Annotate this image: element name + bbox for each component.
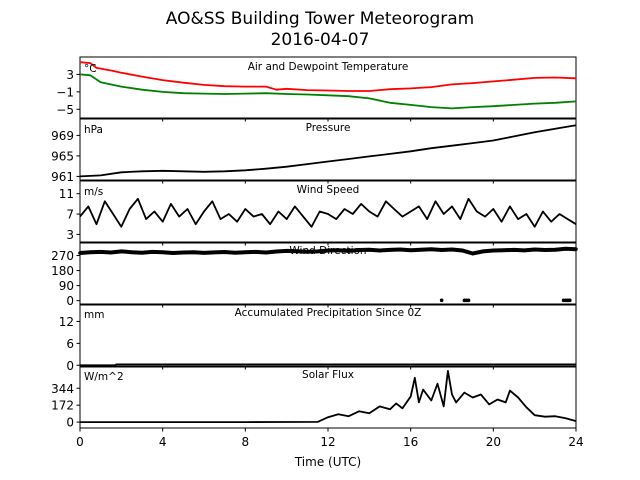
panel-title: Pressure [306,122,351,134]
y-tick-label: 0 [66,416,74,430]
series-line [79,246,577,256]
x-axis: 0 4 8 12 16 20 24 [76,435,583,449]
figure-title: AO&SS Building Tower Meteorogram [166,9,474,29]
panel-title: Wind Direction [289,245,366,257]
y-tick-label: 270 [51,249,74,263]
series-line [79,197,577,228]
x-tick-label: 12 [320,435,335,449]
x-axis-label: Time (UTC) [294,455,361,469]
panel-unit: mm [84,309,104,321]
series-line [80,363,576,367]
data-point [568,298,572,303]
series-line [79,61,577,92]
series-line [79,73,577,110]
panel-0: 3 −1 −5 Air and Dewpoint Temperature °C [56,56,577,122]
data-point [439,298,444,303]
y-tick-label: 12 [59,315,74,329]
x-tick-label: 24 [568,435,583,449]
panel-title: Solar Flux [302,369,354,381]
y-tick-label: 11 [59,187,74,201]
y-tick-label: 969 [51,129,74,143]
panel-2: 3 7 11 Wind Speed m/s [59,180,577,246]
x-tick-label: 16 [403,435,418,449]
y-tick-label: −1 [56,85,74,99]
figure-subtitle: 2016-04-07 [271,30,370,50]
data-point [466,298,471,303]
x-tick-label: 0 [76,435,84,449]
y-tick-label: −5 [56,103,74,117]
panel-title: Wind Speed [297,184,360,196]
y-tick-label: 0 [66,294,74,308]
panel-unit: °C [84,63,97,75]
y-tick-label: 172 [51,399,74,413]
panel-title: Air and Dewpoint Temperature [248,61,409,73]
y-tick-label: 90 [59,279,74,293]
y-tick-label: 344 [51,382,74,396]
y-tick-label: 965 [51,149,74,163]
y-tick-label: 6 [66,337,74,351]
y-tick-label: 3 [66,68,74,82]
y-tick-label: 3 [66,228,74,242]
y-tick-label: 7 [66,208,74,222]
x-tick-label: 4 [159,435,167,449]
y-tick-label: 0 [66,359,74,373]
series-line [79,124,577,178]
y-tick-label: 961 [51,170,74,184]
series-line [80,369,577,424]
y-tick-label: 180 [51,264,74,278]
panel-1: 961 965 969 Pressure hPa [51,118,577,184]
panel-unit: W/m^2 [84,371,124,383]
panel-unit: hPa [84,124,103,136]
panel-title: Accumulated Precipitation Since 0Z [235,307,422,319]
x-tick-label: 8 [242,435,250,449]
panel-4: 0 6 12 Accumulated Precipitation Since 0Z mm [59,304,577,373]
panel-5: 0 172 344 Solar Flux W/m^2 [51,366,577,432]
x-tick-label: 20 [486,435,501,449]
panel-unit: m/s [84,186,103,198]
